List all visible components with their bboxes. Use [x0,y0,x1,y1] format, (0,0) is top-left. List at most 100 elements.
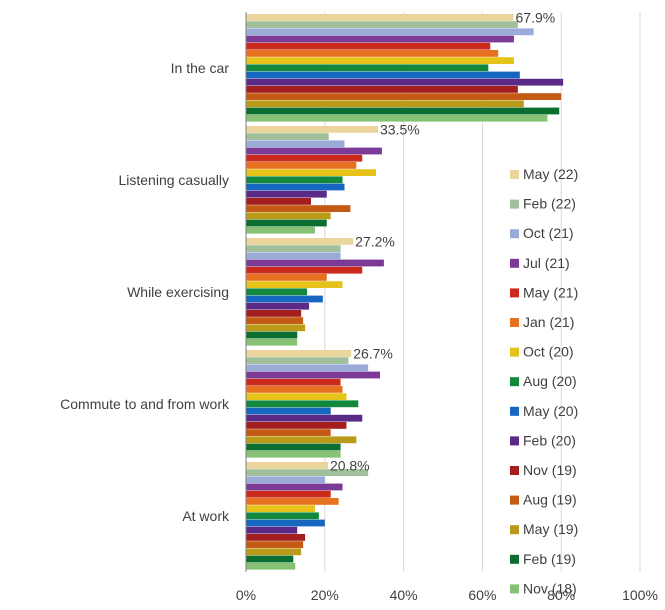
bars [246,14,564,570]
data-label: 67.9% [516,10,556,26]
legend: May (22) Feb (22) Oct (21) Jul (21) May (21)… [510,166,578,596]
legend-swatch [510,199,519,209]
bar [246,14,514,21]
legend-label: Feb (19) [523,551,576,567]
bar [246,295,323,303]
x-tick-label: 100% [622,587,658,603]
bar [246,469,369,476]
bar [246,198,312,205]
legend-swatch [510,258,519,268]
legend-item: May (21) [510,284,578,300]
bar [246,436,357,444]
legend-swatch [510,436,519,446]
legend-swatch [510,347,519,357]
x-tick-label: 60% [468,587,496,603]
bar [246,541,304,548]
bar [246,378,341,386]
category-label: At work [182,508,230,524]
x-tick-labels: 0% 20% 40% 60% 80% 100% [236,587,658,603]
legend-item: Nov (18) [510,580,577,596]
legend-item: May (19) [510,521,578,537]
category-label: Commute to and from work [60,396,230,412]
legend-item: May (22) [510,166,578,182]
bar [246,219,327,227]
bar [246,57,514,64]
bar [246,476,325,484]
bar [246,393,347,400]
bar [246,86,518,93]
bar [246,422,347,429]
legend-item: Feb (19) [510,551,576,567]
bar [246,266,363,274]
legend-swatch [510,495,519,505]
bar [246,562,296,570]
legend-item: Jul (21) [510,255,570,271]
bar [246,429,331,436]
bar [246,483,343,491]
bar [246,226,315,234]
bar [246,505,315,512]
bar [246,498,339,505]
x-tick-label: 40% [390,587,418,603]
legend-swatch [510,406,519,416]
bar [246,331,298,339]
bar [246,42,491,50]
bar [246,78,564,86]
legend-label: Jan (21) [523,314,574,330]
legend-label: Nov (18) [523,580,577,596]
legend-swatch [510,525,519,535]
legend-label: Nov (19) [523,462,577,478]
legend-label: Oct (20) [523,344,574,360]
x-tick-label: 0% [236,587,256,603]
bar [246,462,328,469]
bar [246,324,306,332]
bar [246,259,384,267]
legend-item: Oct (21) [510,225,574,241]
bar [246,107,560,115]
legend-swatch [510,288,519,298]
bar [246,288,308,296]
legend-swatch [510,554,519,564]
bar [246,357,349,364]
legend-label: May (22) [523,166,578,182]
bar [246,183,345,191]
bar [246,28,534,36]
legend-label: May (19) [523,521,578,537]
bar [246,274,327,281]
data-label: 27.2% [355,234,395,250]
x-tick-label: 20% [311,587,339,603]
bar [246,245,341,252]
bar [246,443,341,451]
legend-swatch [510,584,519,594]
legend-item: Feb (20) [510,432,576,448]
category-labels: In the car Listening casually While exerci… [60,60,230,524]
bar [246,238,354,245]
bar [246,35,514,43]
legend-label: Feb (20) [523,432,576,448]
bar [246,350,352,357]
bar [246,548,302,556]
legend-swatch [510,170,519,179]
bar [246,212,331,220]
bar [246,526,298,534]
bar [246,281,343,288]
legend-label: May (20) [523,403,578,419]
bar [246,169,377,176]
data-label: 20.8% [330,458,370,474]
bar [246,114,548,122]
bar [246,519,325,527]
category-label: In the car [171,60,230,76]
legend-item: Aug (19) [510,492,577,508]
legend-label: Oct (21) [523,225,574,241]
bar [246,534,306,541]
bar [246,555,294,563]
bar [246,154,363,162]
bar [246,162,357,169]
bar [246,490,331,498]
bar [246,371,380,379]
legend-swatch [510,377,519,387]
bar [246,317,304,324]
legend-label: Jul (21) [523,255,570,271]
bar [246,338,298,346]
